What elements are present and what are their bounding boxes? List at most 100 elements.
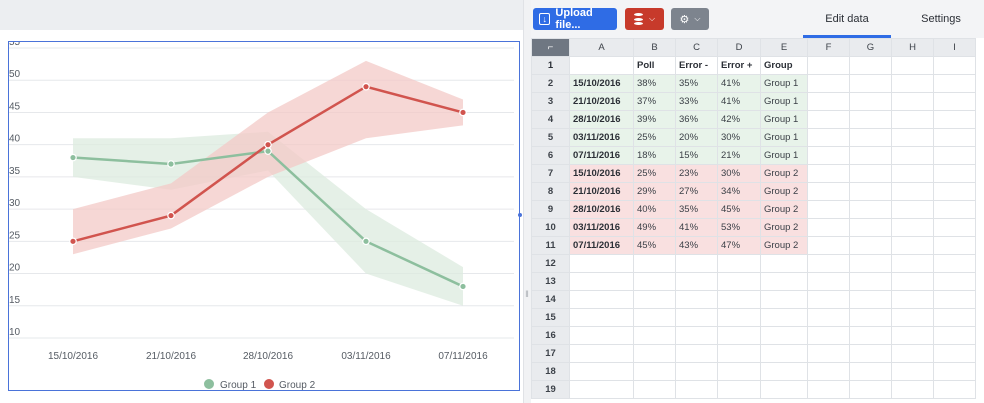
column-header[interactable]: C bbox=[675, 38, 718, 57]
table-cell[interactable]: 45% bbox=[633, 236, 676, 255]
table-cell[interactable] bbox=[760, 344, 808, 363]
table-cell[interactable] bbox=[675, 254, 718, 273]
table-cell[interactable] bbox=[633, 272, 676, 291]
table-cell[interactable] bbox=[633, 380, 676, 399]
table-cell[interactable] bbox=[933, 182, 976, 201]
tab-edit-data[interactable]: Edit data bbox=[803, 0, 891, 38]
table-cell[interactable] bbox=[933, 344, 976, 363]
data-point[interactable] bbox=[459, 108, 467, 117]
table-cell[interactable] bbox=[849, 362, 892, 381]
table-cell[interactable] bbox=[849, 74, 892, 93]
database-dropdown-button[interactable]: ⌵ bbox=[625, 8, 664, 30]
table-cell[interactable] bbox=[849, 146, 892, 165]
table-cell[interactable] bbox=[933, 272, 976, 291]
data-point[interactable] bbox=[167, 160, 175, 168]
table-cell[interactable] bbox=[933, 362, 976, 381]
table-cell[interactable] bbox=[891, 308, 934, 327]
table-cell[interactable]: 28/10/2016 bbox=[569, 110, 634, 129]
column-header[interactable]: D bbox=[717, 38, 761, 57]
table-cell[interactable] bbox=[675, 326, 718, 345]
table-cell[interactable] bbox=[760, 308, 808, 327]
table-cell[interactable] bbox=[933, 146, 976, 165]
table-cell[interactable] bbox=[891, 236, 934, 255]
table-cell[interactable] bbox=[891, 128, 934, 147]
table-cell[interactable]: 03/11/2016 bbox=[569, 128, 634, 147]
row-header[interactable]: 12 bbox=[531, 254, 570, 273]
row-header[interactable]: 19 bbox=[531, 380, 570, 399]
column-header[interactable]: E bbox=[760, 38, 808, 57]
row-header[interactable]: 17 bbox=[531, 344, 570, 363]
table-cell[interactable] bbox=[933, 200, 976, 219]
table-cell[interactable] bbox=[569, 56, 634, 75]
row-header[interactable]: 5 bbox=[531, 128, 570, 147]
table-cell[interactable]: 15/10/2016 bbox=[569, 74, 634, 93]
table-cell[interactable]: 30% bbox=[717, 164, 761, 183]
table-cell[interactable]: 28/10/2016 bbox=[569, 200, 634, 219]
settings-dropdown-button[interactable]: ⚙ ⌵ bbox=[671, 8, 709, 30]
row-header[interactable]: 10 bbox=[531, 218, 570, 237]
table-cell[interactable] bbox=[891, 344, 934, 363]
table-cell[interactable] bbox=[807, 182, 850, 201]
table-cell[interactable] bbox=[807, 254, 850, 273]
table-cell[interactable] bbox=[807, 344, 850, 363]
table-cell[interactable] bbox=[569, 362, 634, 381]
row-header[interactable]: 6 bbox=[531, 146, 570, 165]
table-cell[interactable]: 21% bbox=[717, 146, 761, 165]
table-cell[interactable] bbox=[891, 92, 934, 111]
table-cell[interactable] bbox=[569, 290, 634, 309]
table-cell[interactable]: Group 1 bbox=[760, 146, 808, 165]
table-cell[interactable] bbox=[891, 200, 934, 219]
row-header[interactable]: 15 bbox=[531, 308, 570, 327]
table-cell[interactable] bbox=[933, 290, 976, 309]
table-cell[interactable] bbox=[849, 254, 892, 273]
column-header[interactable]: A bbox=[569, 38, 634, 57]
table-cell[interactable] bbox=[849, 344, 892, 363]
row-header[interactable]: 11 bbox=[531, 236, 570, 255]
table-cell[interactable] bbox=[675, 272, 718, 291]
data-point[interactable] bbox=[167, 211, 175, 220]
table-cell[interactable] bbox=[760, 254, 808, 273]
table-cell[interactable] bbox=[849, 110, 892, 129]
table-cell[interactable] bbox=[891, 218, 934, 237]
table-cell[interactable] bbox=[849, 182, 892, 201]
row-header[interactable]: 3 bbox=[531, 92, 570, 111]
table-cell[interactable]: 45% bbox=[717, 200, 761, 219]
table-cell[interactable] bbox=[933, 380, 976, 399]
table-cell[interactable]: Group bbox=[760, 56, 808, 75]
table-cell[interactable]: 34% bbox=[717, 182, 761, 201]
table-cell[interactable]: 36% bbox=[675, 110, 718, 129]
table-cell[interactable]: Group 2 bbox=[760, 182, 808, 201]
table-cell[interactable] bbox=[933, 164, 976, 183]
select-all-corner-icon[interactable]: ⌐ bbox=[531, 38, 570, 57]
table-cell[interactable] bbox=[569, 308, 634, 327]
data-point[interactable] bbox=[459, 282, 467, 291]
table-cell[interactable] bbox=[849, 236, 892, 255]
table-cell[interactable] bbox=[717, 326, 761, 345]
table-cell[interactable] bbox=[717, 308, 761, 327]
table-cell[interactable] bbox=[569, 380, 634, 399]
table-cell[interactable]: 27% bbox=[675, 182, 718, 201]
table-cell[interactable] bbox=[807, 272, 850, 291]
table-cell[interactable]: 47% bbox=[717, 236, 761, 255]
table-cell[interactable]: 40% bbox=[633, 200, 676, 219]
table-cell[interactable]: Group 1 bbox=[760, 74, 808, 93]
table-cell[interactable] bbox=[717, 344, 761, 363]
table-cell[interactable]: 42% bbox=[717, 110, 761, 129]
table-cell[interactable] bbox=[849, 164, 892, 183]
table-cell[interactable] bbox=[807, 308, 850, 327]
table-cell[interactable] bbox=[807, 380, 850, 399]
table-cell[interactable] bbox=[569, 326, 634, 345]
table-cell[interactable] bbox=[807, 236, 850, 255]
column-header[interactable]: H bbox=[891, 38, 934, 57]
table-cell[interactable] bbox=[675, 344, 718, 363]
table-cell[interactable]: 35% bbox=[675, 74, 718, 93]
table-cell[interactable] bbox=[569, 272, 634, 291]
table-cell[interactable] bbox=[675, 290, 718, 309]
table-cell[interactable] bbox=[933, 110, 976, 129]
panel-divider[interactable] bbox=[523, 0, 531, 403]
table-cell[interactable] bbox=[760, 272, 808, 291]
table-cell[interactable] bbox=[807, 218, 850, 237]
table-cell[interactable] bbox=[933, 128, 976, 147]
table-cell[interactable] bbox=[849, 200, 892, 219]
table-cell[interactable]: Group 2 bbox=[760, 164, 808, 183]
